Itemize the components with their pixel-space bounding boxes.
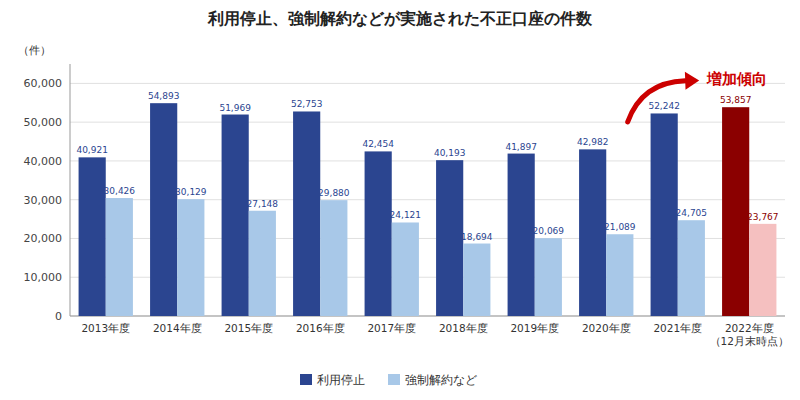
x-tick-label: 2018年度 xyxy=(439,322,488,334)
data-label: 20,069 xyxy=(533,226,565,236)
grid xyxy=(70,83,785,316)
bar xyxy=(392,222,419,316)
title: 利用停止、強制解約などが実施された不正口座の件数 xyxy=(207,9,593,28)
data-label: 24,121 xyxy=(390,210,422,220)
bar xyxy=(150,103,177,316)
y-tick-label: 20,000 xyxy=(24,232,63,245)
bar xyxy=(436,160,463,316)
x-tick-label: 2014年度 xyxy=(153,322,202,334)
bar xyxy=(722,107,749,316)
bar xyxy=(463,244,490,316)
bar xyxy=(579,149,606,316)
chart: 0 10,000 20,000 30,000 40,000 50,000 60,000 40,… xyxy=(0,0,800,400)
x-tick-label: 2013年度 xyxy=(81,322,130,334)
bar xyxy=(678,220,705,316)
y-tick-label: 50,000 xyxy=(24,116,63,129)
x-tick-label: 2020年度 xyxy=(582,322,631,334)
data-label: 42,454 xyxy=(362,139,394,149)
data-label: 52,753 xyxy=(291,99,323,109)
x-axis: 2013年度 2014年度 2015年度 2016年度 2017年度 2018年度 2019… xyxy=(81,322,789,347)
data-label: 27,148 xyxy=(247,199,279,209)
bar xyxy=(293,111,320,316)
data-label: 41,897 xyxy=(505,142,537,152)
x-tick-label: 2016年度 xyxy=(296,322,345,334)
data-label: 53,857 xyxy=(720,95,752,105)
data-label: 30,129 xyxy=(175,187,207,197)
annotation-arrow xyxy=(628,81,686,122)
data-labels: 40,921 54,893 51,969 52,753 42,454 40,193 41,8… xyxy=(76,91,778,241)
data-label: 18,694 xyxy=(461,232,493,242)
annotation: 増加傾向 xyxy=(628,70,768,122)
bar xyxy=(249,211,276,316)
legend-label: 強制解約など xyxy=(405,373,477,387)
x-tick-label: 2015年度 xyxy=(224,322,273,334)
y-axis-label: （件） xyxy=(18,44,51,57)
data-label: 52,242 xyxy=(648,101,680,111)
bar xyxy=(749,224,776,316)
data-label: 29,880 xyxy=(318,188,350,198)
x-tick-label: 2017年度 xyxy=(367,322,416,334)
y-axis: 0 10,000 20,000 30,000 40,000 50,000 60,000 xyxy=(24,64,71,323)
y-tick-label: 40,000 xyxy=(24,155,63,168)
bar xyxy=(365,151,392,316)
y-tick-label: 10,000 xyxy=(24,271,63,284)
data-label: 23,767 xyxy=(747,212,779,222)
legend: 利用停止 強制解約など xyxy=(300,373,477,387)
data-label: 40,193 xyxy=(434,148,466,158)
legend-label: 利用停止 xyxy=(317,373,365,387)
legend-swatch xyxy=(388,374,400,385)
y-tick-label: 30,000 xyxy=(24,194,63,207)
bars xyxy=(79,103,777,316)
bar xyxy=(79,157,106,316)
data-label: 51,969 xyxy=(219,103,251,113)
bar xyxy=(535,238,562,316)
x-tick-label: 2021年度 xyxy=(653,322,702,334)
annotation-arrowhead xyxy=(685,72,699,90)
bar xyxy=(222,115,249,316)
bar xyxy=(651,113,678,316)
y-tick-label: 60,000 xyxy=(24,77,63,90)
data-label: 40,921 xyxy=(76,145,108,155)
data-label: 21,089 xyxy=(604,222,636,232)
y-tick-label: 0 xyxy=(55,310,62,323)
legend-swatch xyxy=(300,374,312,385)
y-axis-line xyxy=(70,64,71,316)
x-tick-label: 2022年度（12月末時点） xyxy=(710,322,789,347)
data-label: 24,705 xyxy=(676,208,708,218)
data-label: 42,982 xyxy=(577,137,609,147)
bar xyxy=(320,200,347,316)
bar xyxy=(606,234,633,316)
bar xyxy=(106,198,133,316)
bar xyxy=(177,199,204,316)
x-tick-label: 2019年度 xyxy=(510,322,559,334)
bar xyxy=(508,154,535,316)
data-label: 54,893 xyxy=(148,91,180,101)
data-label: 30,426 xyxy=(104,186,136,196)
annotation-text: 増加傾向 xyxy=(706,70,767,88)
